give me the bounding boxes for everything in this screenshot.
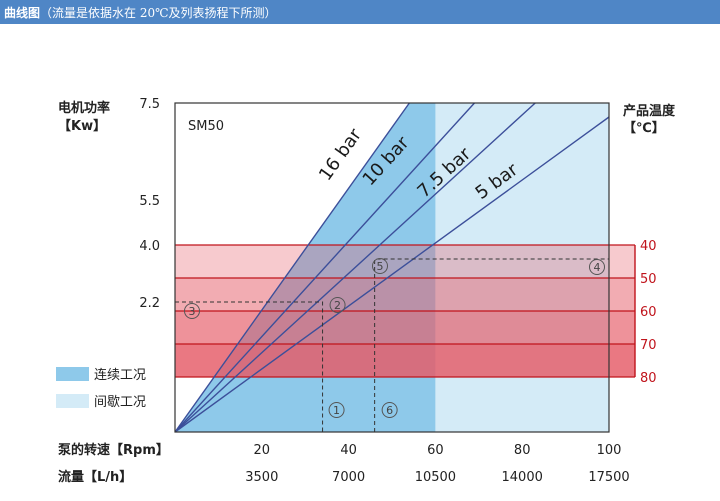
rpm-tick-label: 40 (340, 443, 357, 458)
point-marker-label: 2 (334, 299, 341, 312)
pressure-line (174, 102, 536, 433)
power-axis-title: 电机功率 (58, 100, 110, 116)
header-bar: 曲线图 （流量是依据水在 20℃及列表扬程下所测） (0, 0, 720, 24)
point-marker-label: 5 (377, 260, 384, 273)
temperature-band (175, 278, 635, 311)
flow-tick-label: 14000 (502, 470, 543, 485)
legend-label: 间歇工况 (94, 395, 146, 410)
rpm-tick-label: 80 (514, 443, 531, 458)
point-marker (589, 259, 605, 275)
header-title: 曲线图 (4, 5, 41, 20)
flow-tick-label: 17500 (588, 470, 629, 485)
pressure-line (174, 102, 475, 433)
power-tick-label: 4.0 (139, 239, 160, 254)
temperature-band (175, 344, 635, 377)
power-tick-label: 7.5 (139, 97, 160, 112)
power-axis-unit: 【Kw】 (58, 118, 106, 134)
flow-tick-label: 10500 (415, 470, 456, 485)
flow-tick-label: 3500 (245, 470, 278, 485)
temperature-tick-label: 80 (640, 371, 657, 386)
rpm-axis-title: 泵的转速【Rpm】 (58, 442, 169, 458)
point-marker-label: 3 (189, 305, 196, 318)
header-note: （流量是依据水在 20℃及列表扬程下所测） (40, 5, 277, 20)
flow-tick-label: 7000 (332, 470, 365, 485)
legend-label: 连续工况 (94, 367, 146, 383)
point-marker (381, 402, 398, 418)
rpm-tick-label: 20 (254, 443, 271, 458)
pressure-line (174, 116, 610, 433)
rpm-tick-label: 100 (597, 443, 622, 458)
point-marker (328, 402, 345, 418)
pressure-line (174, 102, 410, 433)
point-marker (329, 297, 346, 313)
model-label: SM50 (188, 119, 224, 134)
point-marker-label: 6 (386, 404, 393, 417)
power-tick-label: 5.5 (139, 194, 160, 209)
point-marker-label: 4 (594, 261, 601, 274)
guide-line-2-2kw (175, 301, 324, 432)
flow-axis-title: 流量【L/h】 (58, 469, 132, 485)
temperature-axis-title: 产品温度 (623, 103, 676, 119)
temperature-tick-label: 50 (640, 272, 657, 287)
temperature-tick-label: 60 (640, 305, 657, 320)
legend-swatch (56, 367, 89, 381)
temperature-tick-label: 40 (640, 239, 657, 254)
temperature-tick-label: 70 (640, 338, 657, 353)
temperature-band (175, 245, 635, 278)
guide-line-4kw (374, 258, 609, 432)
power-tick-label: 2.2 (139, 296, 160, 311)
point-marker (372, 258, 388, 274)
temperature-axis-unit: 【℃】 (623, 120, 665, 136)
temperature-band (175, 311, 635, 344)
legend-swatch (56, 394, 89, 408)
point-marker-label: 1 (333, 404, 340, 417)
point-marker (184, 303, 200, 319)
rpm-tick-label: 60 (427, 443, 444, 458)
plot-frame (174, 102, 610, 433)
